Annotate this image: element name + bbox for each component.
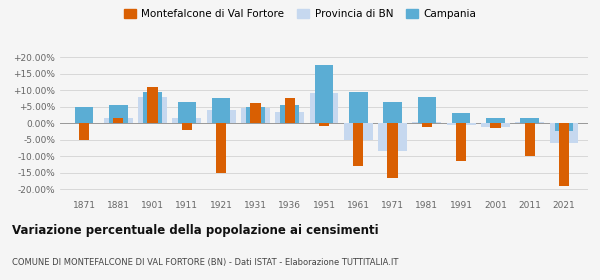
Bar	[378, 123, 407, 151]
Bar	[182, 123, 192, 130]
Bar	[212, 98, 230, 123]
Bar	[250, 103, 260, 123]
Bar	[109, 105, 128, 123]
Bar	[418, 97, 436, 123]
Bar	[104, 118, 133, 123]
Bar	[349, 92, 368, 123]
Bar	[319, 123, 329, 126]
Bar	[280, 105, 299, 123]
Bar	[75, 107, 93, 123]
Text: COMUNE DI MONTEFALCONE DI VAL FORTORE (BN) - Dati ISTAT - Elaborazione TUTTITALI: COMUNE DI MONTEFALCONE DI VAL FORTORE (B…	[12, 258, 398, 267]
Bar	[388, 123, 398, 178]
Bar	[344, 123, 373, 140]
Bar	[310, 94, 338, 123]
Bar	[172, 118, 201, 123]
Bar	[178, 102, 196, 123]
Bar	[456, 123, 466, 161]
Bar	[452, 113, 470, 123]
Bar	[143, 92, 162, 123]
Bar	[383, 102, 402, 123]
Bar	[515, 122, 544, 123]
Bar	[524, 123, 535, 156]
Bar	[246, 107, 265, 123]
Bar	[315, 65, 333, 123]
Bar	[284, 98, 295, 123]
Legend: Montefalcone di Val Fortore, Provincia di BN, Campania: Montefalcone di Val Fortore, Provincia d…	[119, 5, 481, 24]
Bar	[412, 122, 441, 123]
Bar	[447, 123, 476, 125]
Bar	[275, 112, 304, 123]
Bar	[353, 123, 364, 166]
Bar	[486, 118, 505, 123]
Bar	[207, 110, 236, 123]
Bar	[216, 123, 226, 173]
Bar	[113, 118, 124, 123]
Bar	[559, 123, 569, 186]
Bar	[241, 108, 270, 123]
Bar	[550, 123, 578, 143]
Bar	[490, 123, 500, 128]
Text: Variazione percentuale della popolazione ai censimenti: Variazione percentuale della popolazione…	[12, 224, 379, 237]
Bar	[138, 97, 167, 123]
Bar	[422, 123, 432, 127]
Bar	[481, 123, 510, 127]
Bar	[520, 118, 539, 123]
Bar	[79, 123, 89, 140]
Bar	[555, 123, 573, 132]
Bar	[148, 87, 158, 123]
